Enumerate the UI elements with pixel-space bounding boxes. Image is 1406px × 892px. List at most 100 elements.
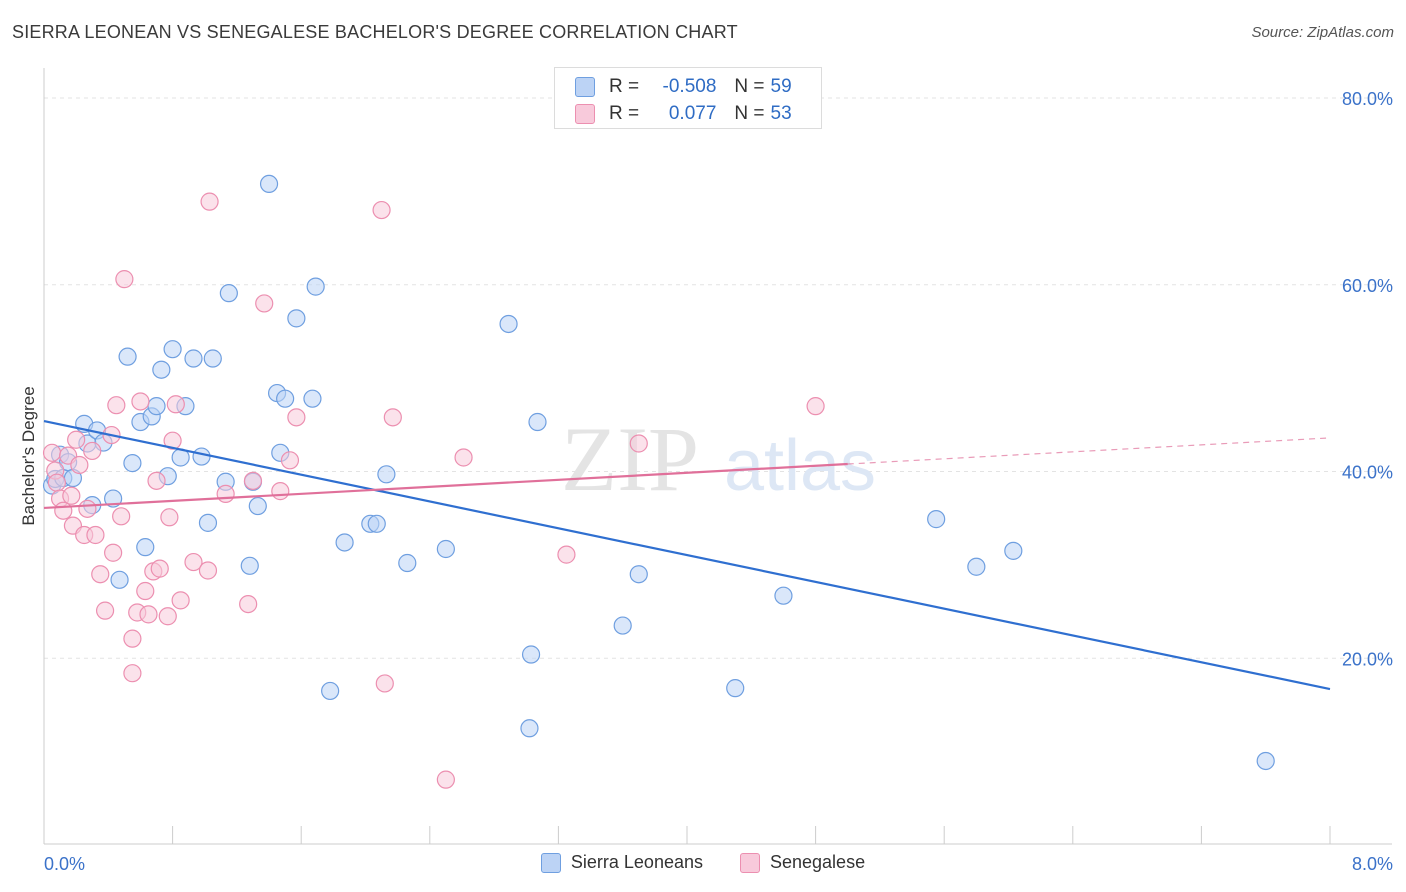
point-sierra-leoneans [528,412,547,432]
chart-title: SIERRA LEONEAN VS SENEGALESE BACHELOR'S … [12,22,738,42]
point-sierra-leoneans [287,309,306,328]
legend: Sierra Leoneans Senegalese [0,852,1406,878]
point-senegalese [166,395,185,414]
point-sierra-leoneans [110,570,129,589]
stats-r-label: R = [609,76,640,97]
point-sierra-leoneans [303,389,322,408]
watermark-zip: ZIP [561,408,699,510]
stats-n-value: 53 [770,103,792,124]
legend-item-senegalese[interactable]: Senegalese [740,852,865,873]
point-sierra-leoneans [136,538,155,557]
point-sierra-leoneans [219,284,238,303]
point-sierra-leoneans [1004,541,1023,560]
legend-label-senegalese: Senegalese [770,852,866,872]
point-sierra-leoneans [152,360,171,379]
point-sierra-leoneans [203,349,222,368]
point-sierra-leoneans [726,679,745,698]
point-sierra-leoneans [276,389,295,408]
stats-swatch-senegalese [575,104,595,124]
legend-item-sierra-leoneans[interactable]: Sierra Leoneans [540,852,703,873]
point-senegalese [287,408,306,427]
grid-lines [44,97,1392,659]
trend-line-senegalese-extension [847,437,1331,465]
point-sierra-leoneans [967,557,986,576]
point-senegalese [54,501,73,520]
stats-n-value: 59 [770,76,792,97]
point-senegalese [198,561,218,580]
point-sierra-leoneans [321,681,340,701]
trend-lines [43,420,1331,691]
point-sierra-leoneans [436,539,455,559]
stats-row-senegalese: R = 0.077 N = 53 [575,101,792,127]
point-senegalese [158,607,177,626]
point-senegalese [115,270,134,289]
legend-label-sierra-leoneans: Sierra Leoneans [570,852,703,872]
point-sierra-leoneans [398,553,417,573]
point-senegalese [271,482,290,501]
point-senegalese [163,431,182,450]
data-points [42,174,1275,789]
point-sierra-leoneans [123,453,142,473]
axes [43,68,1392,845]
y-tick-label: 80.0% [1342,89,1393,109]
point-senegalese [147,471,166,490]
point-sierra-leoneans [774,586,793,605]
point-sierra-leoneans [248,496,267,516]
point-sierra-leoneans [521,645,541,664]
y-tick-label: 40.0% [1342,463,1393,483]
point-senegalese [47,473,66,492]
point-sierra-leoneans [613,616,632,635]
point-senegalese [629,434,648,453]
y-axis-label: Bachelor's Degree [19,386,38,525]
point-senegalese [243,471,263,490]
source-label: Source: ZipAtlas.com [1251,24,1394,41]
point-senegalese [123,664,142,683]
trend-line-sierra-leoneans [43,420,1331,691]
point-senegalese [171,591,190,610]
legend-swatch-senegalese [740,852,760,873]
point-senegalese [806,397,825,416]
point-senegalese [91,565,110,584]
stats-r-value: -0.508 [662,76,717,97]
point-senegalese [383,408,402,427]
point-senegalese [557,545,576,564]
stats-n-label: N = [734,103,765,124]
point-sierra-leoneans [198,513,218,532]
point-sierra-leoneans [335,533,354,552]
point-sierra-leoneans [520,719,539,738]
point-senegalese [95,601,115,620]
stats-box: R = -0.508 N = 59 R = 0.077 N = 53 [554,67,822,129]
point-sierra-leoneans [163,340,182,359]
point-sierra-leoneans [927,510,946,529]
point-senegalese [136,581,155,601]
point-sierra-leoneans [147,397,166,416]
legend-swatch-sierra-leoneans [540,852,561,873]
y-tick-label: 60.0% [1342,276,1393,296]
point-sierra-leoneans [377,465,396,484]
trend-line-senegalese [43,462,848,510]
point-senegalese [216,484,235,504]
point-sierra-leoneans [367,514,386,533]
point-senegalese [67,430,86,449]
point-sierra-leoneans [629,565,648,584]
point-senegalese [239,594,258,614]
point-sierra-leoneans [499,314,518,334]
stats-r-value: 0.077 [668,103,717,124]
point-senegalese [200,192,219,211]
point-senegalese [107,396,126,415]
y-tick-label: 20.0% [1342,649,1393,669]
point-sierra-leoneans [240,556,259,575]
point-senegalese [104,543,123,562]
point-senegalese [280,451,300,470]
point-senegalese [255,294,274,313]
stats-n-label: N = [734,76,765,97]
point-senegalese [131,392,150,411]
point-sierra-leoneans [259,174,279,194]
x-tick-label: 8.0% [1352,854,1393,874]
point-senegalese [372,200,391,220]
point-senegalese [139,605,158,624]
point-senegalese [160,508,179,527]
point-senegalese [375,674,394,693]
point-senegalese [42,443,62,462]
